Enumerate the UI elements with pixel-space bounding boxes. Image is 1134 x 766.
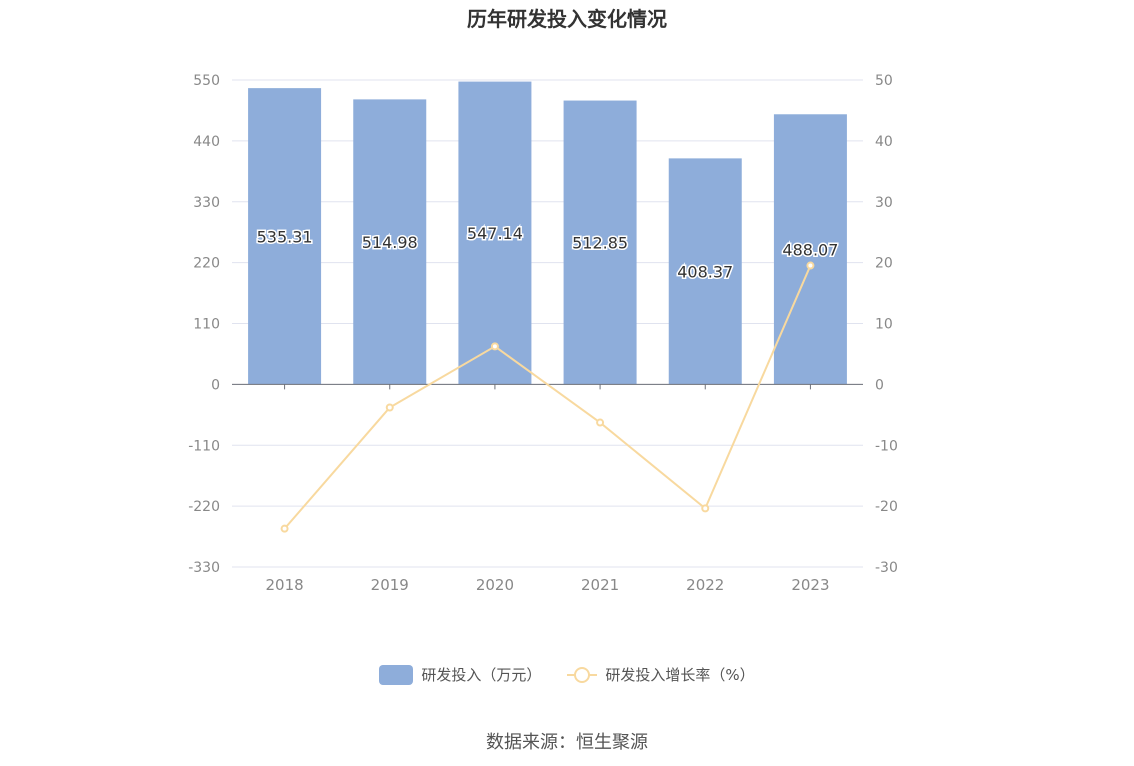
- bar: [668, 158, 742, 385]
- bar: [563, 100, 637, 385]
- growth-rate-point: [596, 418, 605, 427]
- bar-value-label: 488.07: [782, 240, 838, 259]
- right-axis: 50 40 30 20 10 0 -10 -20 -30: [875, 73, 898, 576]
- right-axis-tick-label: 20: [875, 256, 893, 272]
- x-axis-tick-label: 2019: [371, 576, 409, 594]
- x-axis-tick-label: 2021: [581, 576, 619, 594]
- left-axis-tick-label: 220: [193, 256, 220, 272]
- bar-value-label: 514.98: [362, 233, 418, 252]
- left-axis: 550 440 330 220 110 0 -110 -220 -330: [188, 73, 220, 576]
- x-axis-tick-label: 2018: [265, 576, 303, 594]
- bar-value-label: 547.14: [467, 224, 523, 243]
- bar: [353, 99, 427, 385]
- legend-item-bar[interactable]: 研发投入（万元）: [379, 664, 541, 685]
- left-axis-tick-label: 550: [193, 73, 220, 89]
- bar: [458, 81, 532, 385]
- left-axis-tick-label: 440: [193, 134, 220, 150]
- bar-value-labels: 535.31 514.98 547.14 512.85 408.37 488.07: [255, 222, 840, 282]
- growth-rate-point: [806, 261, 815, 270]
- bar-value-label: 535.31: [257, 227, 313, 246]
- right-axis-tick-label: 40: [875, 134, 893, 150]
- bar-value-label: 408.37: [677, 262, 733, 281]
- x-axis-tick-label: 2023: [791, 576, 829, 594]
- legend-bar-label: 研发投入（万元）: [421, 666, 542, 684]
- right-axis-tick-label: -10: [875, 438, 898, 454]
- right-axis-tick-label: 30: [875, 195, 893, 211]
- line-series: [280, 261, 815, 533]
- legend-item-line[interactable]: 研发投入增长率（%）: [567, 664, 755, 685]
- legend: 研发投入（万元） 研发投入增长率（%）: [0, 664, 1134, 685]
- growth-rate-line: [283, 265, 812, 530]
- growth-rate-point: [385, 403, 394, 412]
- x-axis-tick-label: 2020: [476, 576, 514, 594]
- right-axis-tick-label: 10: [875, 317, 893, 333]
- left-axis-tick-label: -330: [188, 560, 220, 576]
- source-note: 数据来源：恒生聚源: [486, 732, 648, 753]
- growth-rate-point: [701, 504, 710, 513]
- chart-title: 历年研发投入变化情况: [467, 7, 667, 31]
- left-axis-tick-label: 110: [193, 317, 220, 333]
- legend-line-swatch: [567, 665, 598, 685]
- left-axis-tick-label: -110: [188, 438, 220, 454]
- bar-series: [248, 81, 847, 385]
- x-axis-tick-label: 2022: [686, 576, 724, 594]
- legend-bar-swatch: [379, 664, 414, 685]
- grid-lines: [232, 79, 863, 568]
- legend-line-label: 研发投入增长率（%）: [605, 666, 755, 684]
- right-axis-tick-label: 0: [875, 377, 884, 393]
- left-axis-tick-label: 330: [193, 195, 220, 211]
- growth-rate-point: [490, 342, 499, 351]
- left-axis-tick-label: 0: [211, 377, 220, 393]
- x-axis: 2018 2019 2020 2021 2022 2023: [232, 383, 863, 594]
- right-axis-tick-label: 50: [875, 73, 893, 89]
- bar: [773, 114, 847, 385]
- right-axis-tick-label: -30: [875, 560, 898, 576]
- left-axis-tick-label: -220: [188, 499, 220, 515]
- growth-rate-point: [280, 524, 289, 533]
- right-axis-tick-label: -20: [875, 499, 898, 515]
- bar-value-label: 512.85: [572, 233, 628, 252]
- bar: [248, 88, 322, 385]
